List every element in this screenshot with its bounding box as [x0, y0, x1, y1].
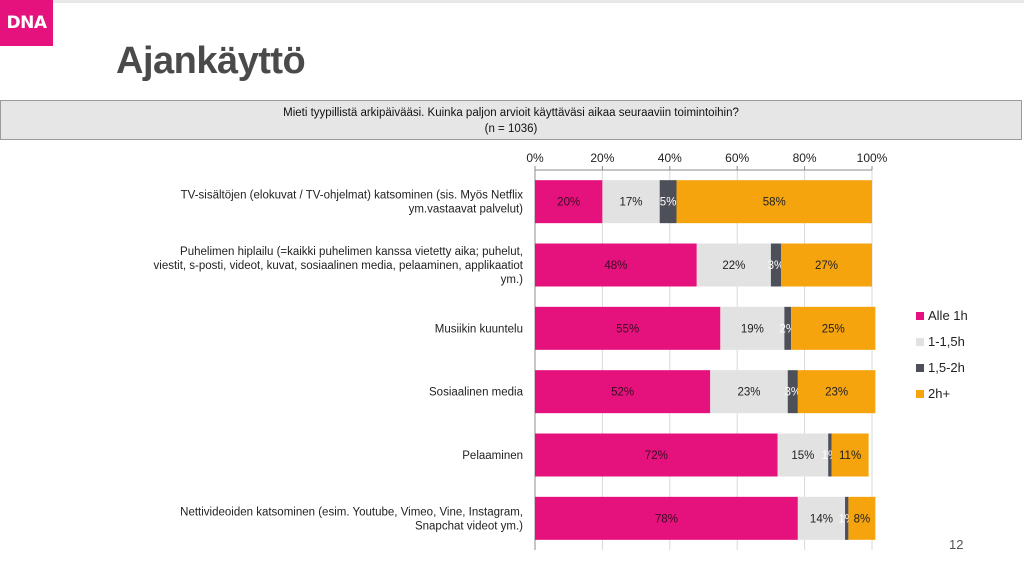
- bar-segment: [535, 243, 697, 287]
- page-number: 12: [949, 537, 964, 552]
- bar-segment: [676, 180, 872, 224]
- bar-segment: [535, 306, 721, 350]
- x-tick-label: 80%: [793, 151, 817, 165]
- category-label: Musiikin kuuntelu: [435, 323, 523, 335]
- legend-swatch: [916, 364, 924, 372]
- page-title: Ajankäyttö: [116, 40, 306, 82]
- data-label: 23%: [737, 387, 760, 399]
- bar-segment: [535, 180, 603, 224]
- dna-logo: DNA: [0, 0, 53, 46]
- data-label: 3%: [768, 260, 785, 272]
- category-label: Sosiaalinen media: [429, 387, 524, 399]
- x-tick-label: 0%: [526, 151, 544, 165]
- x-tick-label: 100%: [857, 151, 888, 165]
- data-label: 20%: [557, 197, 580, 209]
- category-label: ym.): [501, 274, 524, 286]
- category-label: Nettivideoiden katsominen (esim. Youtube…: [180, 506, 523, 518]
- bar-segment: [535, 370, 711, 414]
- bar-segment: [777, 433, 829, 477]
- x-tick-label: 20%: [590, 151, 614, 165]
- category-label: Snapchat videot ym.): [415, 520, 523, 532]
- legend-label: Alle 1h: [928, 308, 968, 323]
- data-label: 48%: [604, 260, 627, 272]
- data-label: 23%: [825, 387, 848, 399]
- bar-segment: [831, 433, 869, 477]
- bar-segment: [720, 306, 785, 350]
- bar-segment: [797, 370, 876, 414]
- legend-label: 2h+: [928, 386, 950, 401]
- legend-label: 1,5-2h: [928, 360, 965, 375]
- bar-segment: [696, 243, 771, 287]
- x-tick-label: 60%: [725, 151, 749, 165]
- data-label: 25%: [822, 323, 845, 335]
- data-label: 8%: [854, 513, 871, 525]
- bar-segment: [848, 496, 876, 540]
- question-banner: Mieti tyypillistä arkipäivääsi. Kuinka p…: [0, 100, 1022, 140]
- bar-segment: [659, 180, 677, 224]
- data-label: 22%: [722, 260, 745, 272]
- legend-swatch: [916, 390, 924, 398]
- legend-label: 1-1,5h: [928, 334, 965, 349]
- data-label: 19%: [741, 323, 764, 335]
- category-label: TV-sisältöjen (elokuvat / TV-ohjelmat) k…: [181, 190, 524, 202]
- data-label: 55%: [616, 323, 639, 335]
- x-tick-label: 40%: [658, 151, 682, 165]
- bar-segment: [710, 370, 788, 414]
- bar-segment: [535, 433, 778, 477]
- bar-segment: [787, 370, 798, 414]
- data-label: 3%: [784, 387, 801, 399]
- bar-segment: [784, 306, 792, 350]
- category-label: viestit, s-posti, videot, kuvat, sosiaal…: [154, 260, 524, 272]
- data-label: 58%: [763, 197, 786, 209]
- bar-segment: [781, 243, 872, 287]
- bar-segment: [845, 496, 849, 540]
- data-label: 5%: [660, 197, 677, 209]
- category-label: ym.vastaavat palvelut): [409, 204, 524, 216]
- legend-swatch: [916, 312, 924, 320]
- question-text: Mieti tyypillistä arkipäivääsi. Kuinka p…: [283, 107, 739, 119]
- bar-segment: [791, 306, 876, 350]
- bar-segment: [797, 496, 846, 540]
- bar-segment: [602, 180, 660, 224]
- data-label: 15%: [791, 450, 814, 462]
- data-label: 11%: [839, 450, 861, 462]
- data-label: 27%: [815, 260, 838, 272]
- legend-swatch: [916, 338, 924, 346]
- category-label: Puhelimen hiplailu (=kaikki puhelimen ka…: [180, 246, 523, 258]
- data-label: 14%: [810, 513, 833, 525]
- bar-segment: [828, 433, 832, 477]
- bar-segment: [535, 496, 798, 540]
- data-label: 17%: [620, 197, 643, 209]
- bar-segment: [770, 243, 782, 287]
- sample-size: (n = 1036): [484, 123, 538, 135]
- category-label: Pelaaminen: [462, 450, 523, 462]
- data-label: 78%: [655, 513, 678, 525]
- data-label: 52%: [611, 387, 634, 399]
- data-label: 72%: [645, 450, 668, 462]
- top-border: [0, 0, 1024, 3]
